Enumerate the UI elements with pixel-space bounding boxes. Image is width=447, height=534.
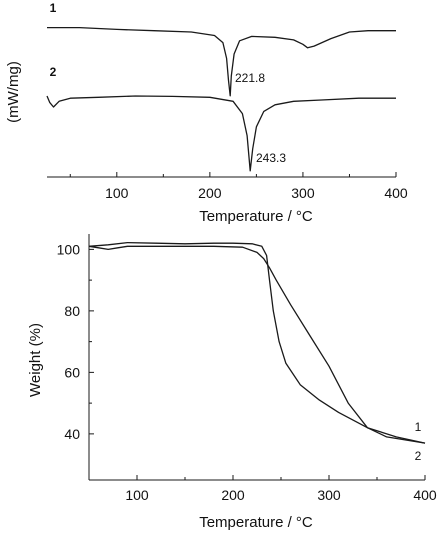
tga-series-2-label: 2 — [415, 449, 422, 463]
dsc-series-1-line — [47, 26, 396, 97]
dsc-x-tick-label: 400 — [384, 185, 408, 201]
tga-x-tick-label: 200 — [221, 487, 245, 503]
dsc-series-2-line — [46, 95, 396, 172]
tga-series-1-label: 1 — [415, 420, 422, 434]
tga-series-2-line — [88, 241, 426, 444]
tga-chart: 100 200 300 400 40 60 80 100 Temperature / °C Wei… — [27, 234, 437, 531]
dsc-x-tick-label: 200 — [198, 185, 222, 201]
tga-series-1-line — [88, 245, 426, 444]
dsc-series-2-label: 2 — [50, 65, 57, 79]
tga-y-axis-label: Weight (%) — [27, 323, 44, 397]
tga-y-tick-label: 80 — [64, 303, 80, 319]
tga-x-tick-label: 400 — [413, 487, 437, 503]
tga-x-tick-label: 100 — [125, 487, 149, 503]
dsc-x-tick-label: 100 — [105, 185, 129, 201]
dsc-peak-label-1: 221.8 — [235, 71, 265, 85]
tga-y-tick-label: 40 — [64, 426, 80, 442]
tga-x-tick-label: 300 — [317, 487, 341, 503]
tga-x-axis-label: Temperature / °C — [199, 514, 313, 531]
dsc-x-axis-label: Temperature / °C — [199, 208, 313, 225]
tga-y-tick-label: 60 — [64, 364, 80, 380]
dsc-y-axis-label: (mW/mg) — [5, 61, 22, 123]
dsc-peak-label-2: 243.3 — [256, 151, 286, 165]
dsc-x-tick-label: 300 — [291, 185, 315, 201]
dsc-chart: 100 200 300 400 Temperature / °C (mW/mg) 1 2 221… — [5, 1, 408, 225]
dsc-series-1-label: 1 — [50, 1, 57, 15]
tga-y-tick-label: 100 — [57, 241, 81, 257]
